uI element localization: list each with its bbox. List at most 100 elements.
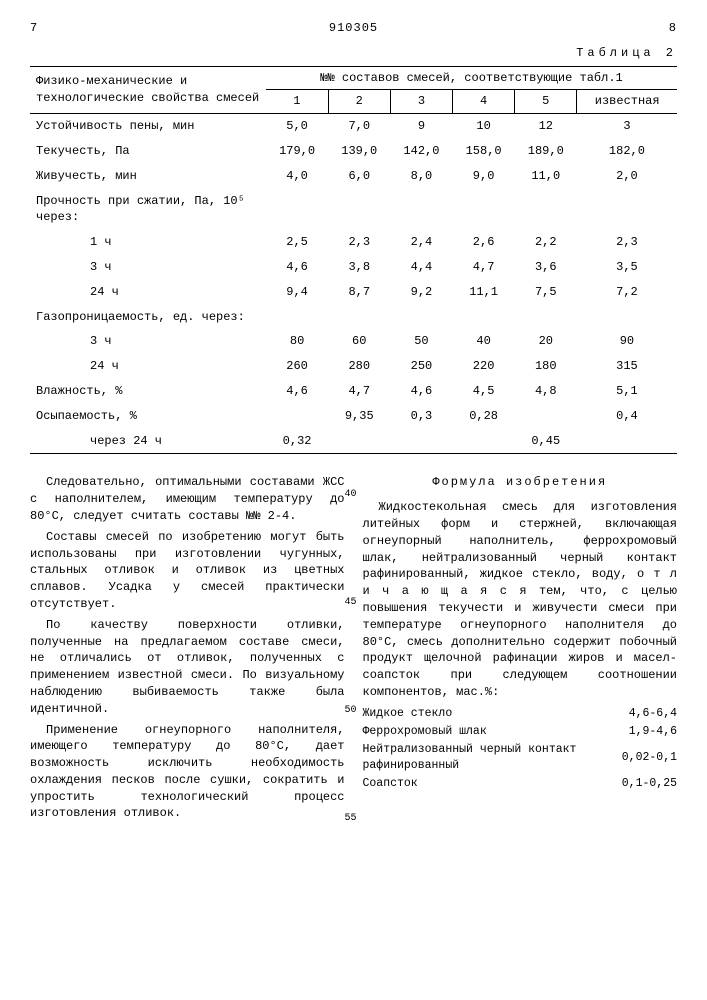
cell-value: 10 <box>453 114 515 139</box>
line-marker: 45 <box>345 596 363 610</box>
cell-value: 2,2 <box>515 230 577 255</box>
row-label: 3 ч <box>30 329 266 354</box>
cell-value: 40 <box>453 329 515 354</box>
page-header: 7 910305 8 <box>30 20 677 37</box>
cell-value: 179,0 <box>266 139 328 164</box>
cell-value: 4,7 <box>453 255 515 280</box>
line-markers: 40 45 50 55 <box>345 474 363 826</box>
cell-value <box>515 305 577 330</box>
cell-value: 20 <box>515 329 577 354</box>
table-row: Газопроницаемость, ед. через: <box>30 305 677 330</box>
row-label: Прочность при сжатии, Па, 10⁵ через: <box>30 189 266 231</box>
component-name: Феррохромовый шлак <box>363 723 622 741</box>
col-header: 3 <box>390 90 452 114</box>
cell-value <box>515 404 577 429</box>
cell-value: 9,0 <box>453 164 515 189</box>
col-header: 1 <box>266 90 328 114</box>
text-columns: Следовательно, оптимальными составами ЖС… <box>30 474 677 826</box>
line-marker: 40 <box>345 488 363 502</box>
cell-value: 4,8 <box>515 379 577 404</box>
row-label: 3 ч <box>30 255 266 280</box>
properties-table: Физико-механические и технологические св… <box>30 66 677 455</box>
components-table: Жидкое стекло4,6-6,4Феррохромовый шлак1,… <box>363 705 678 793</box>
cell-value: 182,0 <box>577 139 677 164</box>
cell-value: 5,1 <box>577 379 677 404</box>
table-row: через 24 ч0,320,45 <box>30 429 677 454</box>
cell-value: 0,3 <box>390 404 452 429</box>
paragraph: Следовательно, оптимальными составами ЖС… <box>30 474 345 524</box>
line-marker: 50 <box>345 704 363 718</box>
cell-value <box>328 305 390 330</box>
table-row: Текучесть, Па179,0139,0142,0158,0189,018… <box>30 139 677 164</box>
component-row: Нейтрализованный черный контакт рафиниро… <box>363 741 678 775</box>
cell-value: 3,6 <box>515 255 577 280</box>
component-value: 0,02-0,1 <box>622 741 677 775</box>
col-header: 2 <box>328 90 390 114</box>
cell-value <box>266 189 328 231</box>
component-row: Жидкое стекло4,6-6,4 <box>363 705 678 723</box>
component-name: Нейтрализованный черный контакт рафиниро… <box>363 741 622 775</box>
cell-value: 4,4 <box>390 255 452 280</box>
component-row: Соапсток0,1-0,25 <box>363 775 678 793</box>
left-column: Следовательно, оптимальными составами ЖС… <box>30 474 345 826</box>
cell-value <box>515 189 577 231</box>
cell-value <box>390 189 452 231</box>
table-row: 1 ч2,52,32,42,62,22,3 <box>30 230 677 255</box>
line-marker: 55 <box>345 812 363 826</box>
component-name: Жидкое стекло <box>363 705 622 723</box>
cell-value: 250 <box>390 354 452 379</box>
table-row: Влажность, %4,64,74,64,54,85,1 <box>30 379 677 404</box>
cell-value: 11,0 <box>515 164 577 189</box>
row-label: 1 ч <box>30 230 266 255</box>
right-column: Формула изобретения Жидкостекольная смес… <box>363 474 678 826</box>
cell-value: 4,6 <box>390 379 452 404</box>
cell-value: 12 <box>515 114 577 139</box>
table-row: Прочность при сжатии, Па, 10⁵ через: <box>30 189 677 231</box>
row-label: 24 ч <box>30 354 266 379</box>
cell-value: 7,5 <box>515 280 577 305</box>
cell-value: 4,5 <box>453 379 515 404</box>
cell-value: 2,3 <box>577 230 677 255</box>
col-header: 5 <box>515 90 577 114</box>
cell-value: 90 <box>577 329 677 354</box>
page-num-right: 8 <box>669 20 677 37</box>
formula-title: Формула изобретения <box>363 474 678 491</box>
cell-value: 11,1 <box>453 280 515 305</box>
table-row: Живучесть, мин4,06,08,09,011,02,0 <box>30 164 677 189</box>
table-caption: Таблица 2 <box>30 45 677 62</box>
cell-value: 4,6 <box>266 379 328 404</box>
col-header: известная <box>577 90 677 114</box>
cell-value <box>453 189 515 231</box>
cell-value: 158,0 <box>453 139 515 164</box>
cell-value: 280 <box>328 354 390 379</box>
cell-value: 2,5 <box>266 230 328 255</box>
cell-value: 139,0 <box>328 139 390 164</box>
cell-value: 6,0 <box>328 164 390 189</box>
cell-value: 0,32 <box>266 429 328 454</box>
table-row: 24 ч9,48,79,211,17,57,2 <box>30 280 677 305</box>
cell-value: 2,0 <box>577 164 677 189</box>
cell-value: 189,0 <box>515 139 577 164</box>
cell-value: 220 <box>453 354 515 379</box>
table-header-span: №№ составов смесей, соответствующие табл… <box>266 66 677 90</box>
cell-value <box>577 305 677 330</box>
cell-value: 3,5 <box>577 255 677 280</box>
cell-value: 4,7 <box>328 379 390 404</box>
component-value: 1,9-4,6 <box>622 723 677 741</box>
cell-value <box>390 429 452 454</box>
table-row: 3 ч4,63,84,44,73,63,5 <box>30 255 677 280</box>
cell-value <box>328 189 390 231</box>
table-row: 24 ч260280250220180315 <box>30 354 677 379</box>
component-name: Соапсток <box>363 775 622 793</box>
cell-value <box>266 404 328 429</box>
row-label: Осыпаемость, % <box>30 404 266 429</box>
table-row: 3 ч806050402090 <box>30 329 677 354</box>
row-label: 24 ч <box>30 280 266 305</box>
cell-value <box>390 305 452 330</box>
cell-value: 4,6 <box>266 255 328 280</box>
cell-value <box>453 305 515 330</box>
cell-value: 50 <box>390 329 452 354</box>
cell-value: 2,3 <box>328 230 390 255</box>
component-value: 0,1-0,25 <box>622 775 677 793</box>
cell-value: 60 <box>328 329 390 354</box>
